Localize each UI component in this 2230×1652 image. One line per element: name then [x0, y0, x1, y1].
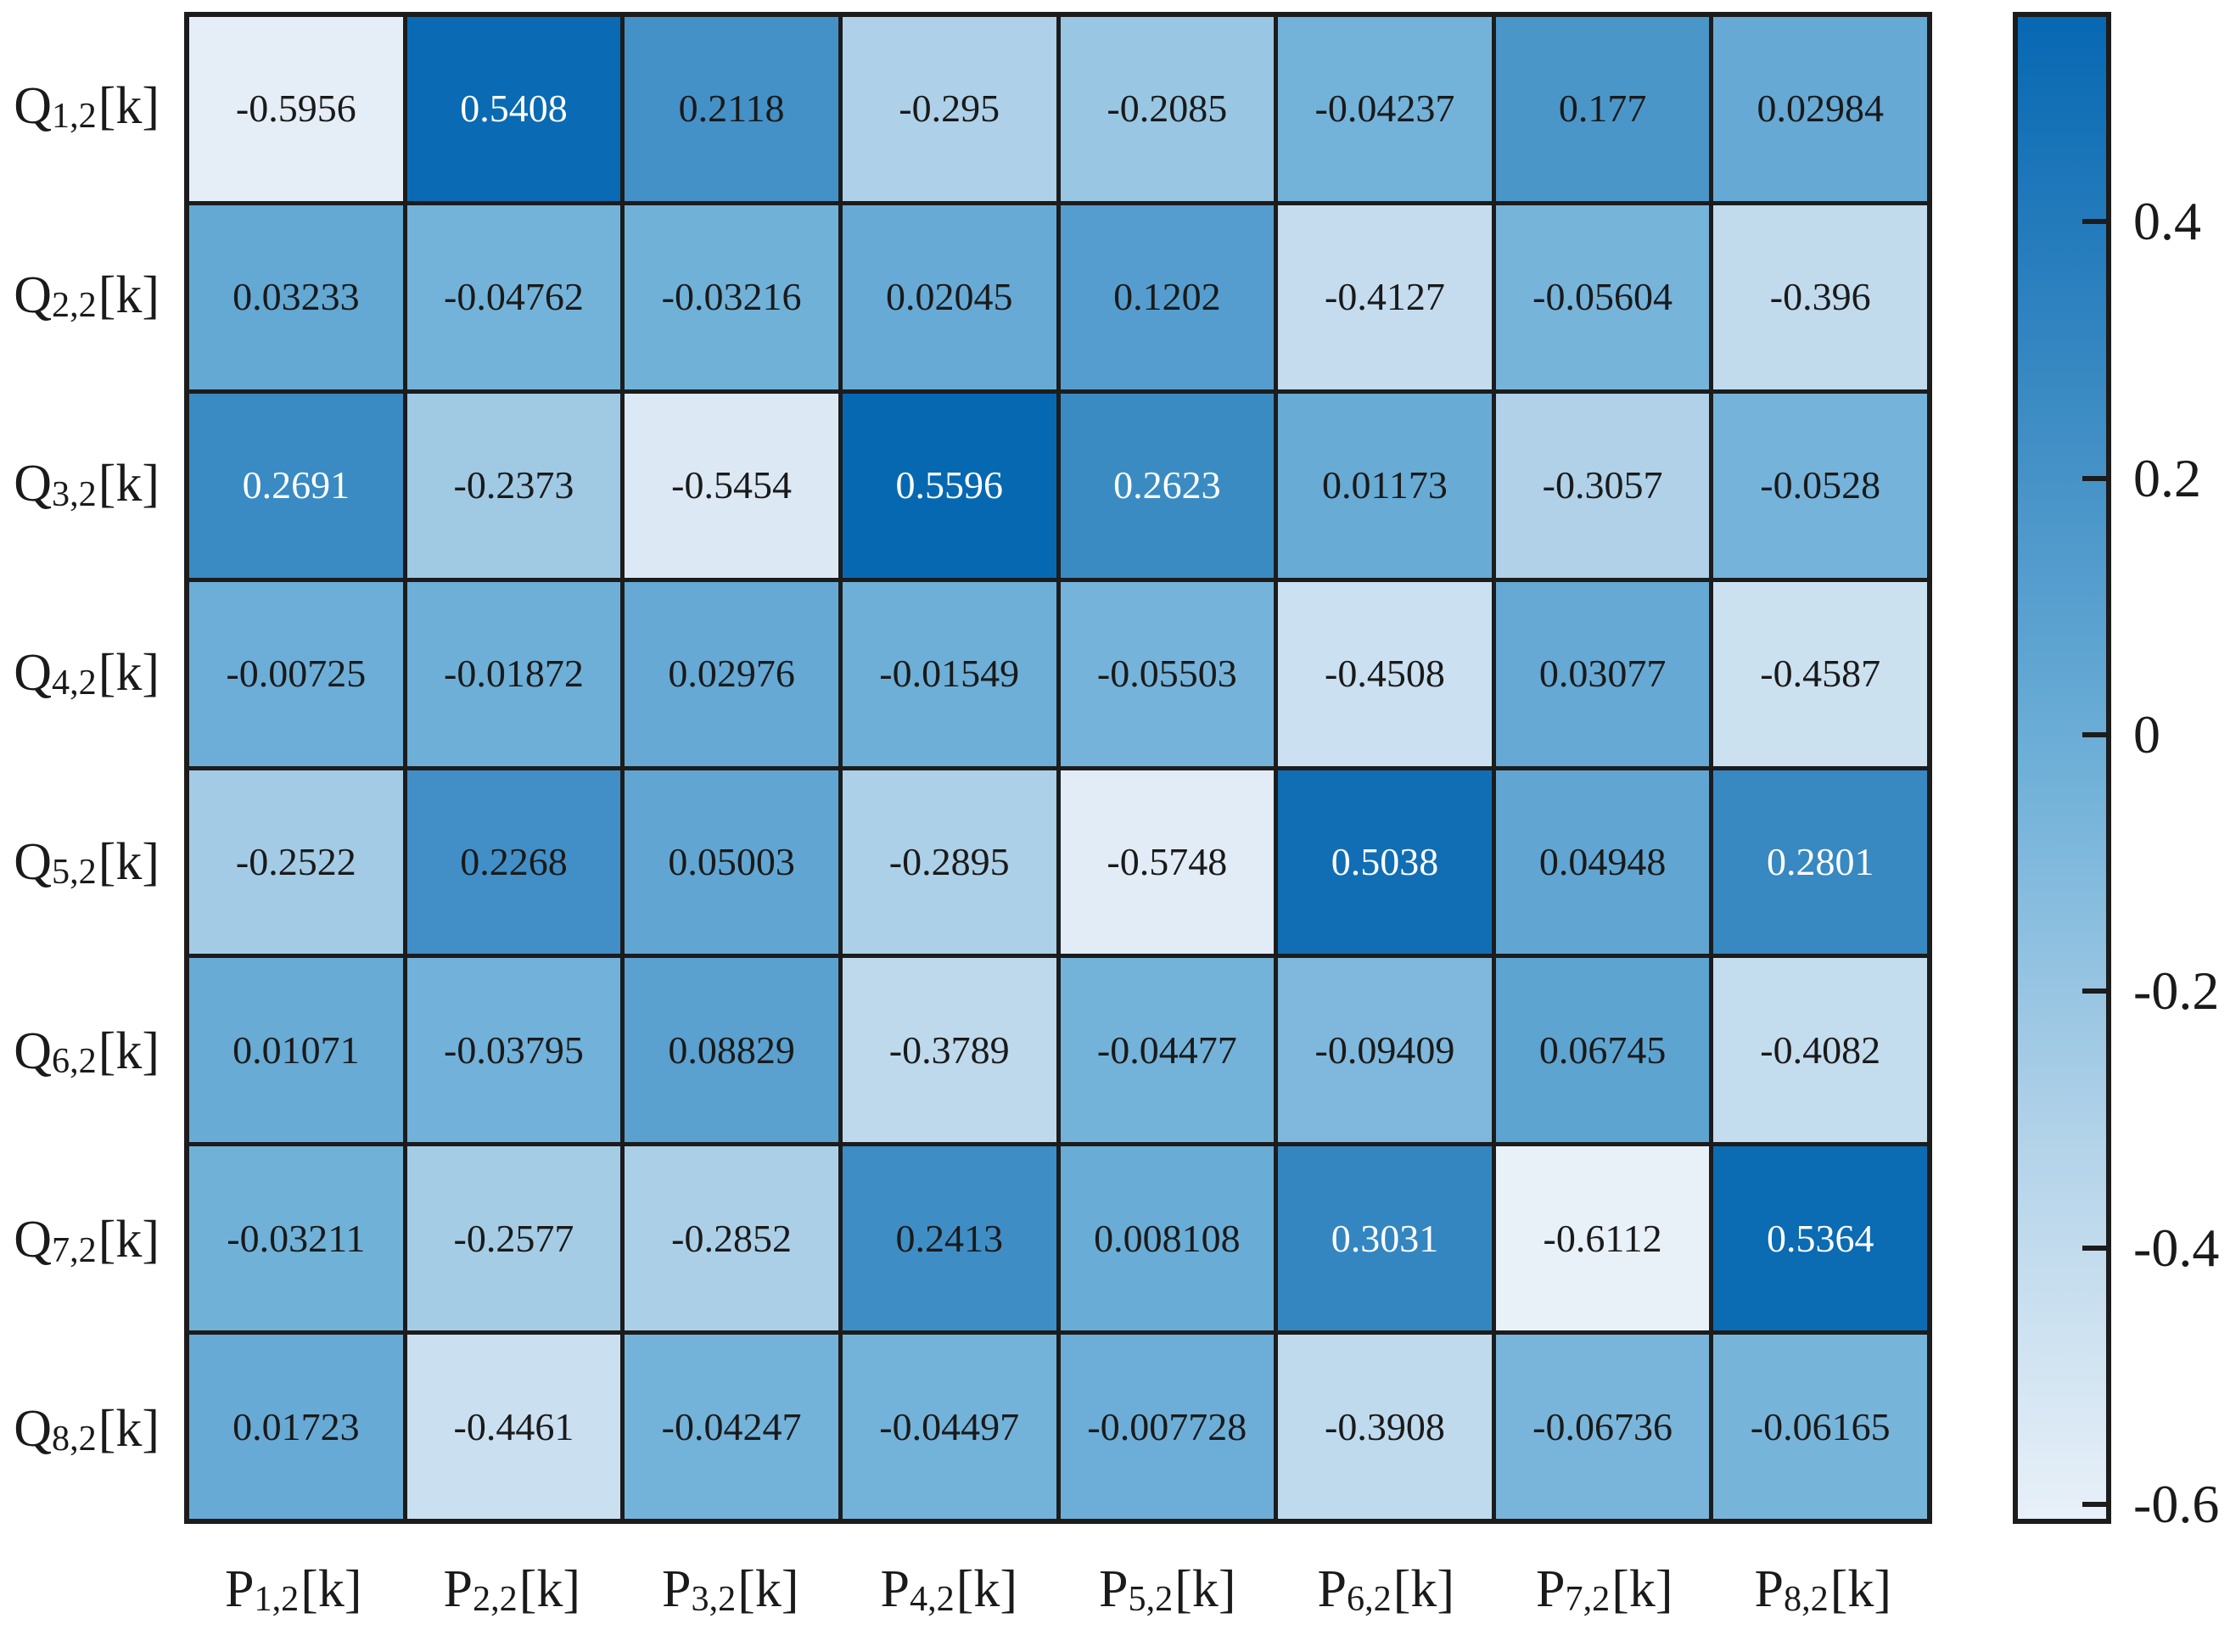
- colorbar: [2013, 12, 2111, 1524]
- heatmap-cell: -0.2085: [1060, 17, 1275, 201]
- colorbar-tick: [2082, 988, 2106, 994]
- heatmap-cell: 0.02045: [842, 204, 1056, 389]
- heatmap-cell: -0.06165: [1713, 1335, 1927, 1519]
- heatmap-cell: -0.01872: [406, 581, 621, 766]
- axis-label: Q 5,2 [k]: [14, 832, 160, 893]
- heatmap-cell: -0.04247: [625, 1335, 838, 1519]
- axis-label: Q 1,2 [k]: [14, 76, 160, 137]
- heatmap-cell: -0.2522: [189, 770, 403, 955]
- heatmap-grid: -0.5956 0.5408 0.2118 -0.295 -0.2085 -0.04237…: [184, 12, 1932, 1524]
- heatmap-cell: 0.5408: [406, 17, 621, 201]
- colorbar-tick: [2082, 1245, 2106, 1251]
- heatmap-cell: 0.08829: [625, 958, 838, 1143]
- heatmap-cell: 0.2268: [406, 770, 621, 955]
- heatmap-cell: -0.4508: [1278, 581, 1492, 766]
- heatmap-cell: -0.4587: [1713, 581, 1927, 766]
- colorbar-gradient: [2018, 17, 2106, 1519]
- heatmap-cell: -0.6112: [1495, 1146, 1710, 1331]
- heatmap-cell: 0.5364: [1713, 1146, 1927, 1331]
- heatmap-cell: -0.007728: [1060, 1335, 1275, 1519]
- x-axis-col-labels: P 1,2 [k] P 2,2 [k] P 3,2 [k] P 4,2 [k] P 5,2 [k] P 6,2[…: [184, 1534, 1932, 1644]
- heatmap-cell: -0.2852: [625, 1146, 838, 1331]
- heatmap-cell: 0.5596: [842, 393, 1056, 578]
- colorbar-tick-label: -0.6: [2133, 1474, 2220, 1535]
- heatmap-cell: -0.5454: [625, 393, 838, 578]
- heatmap-cell: 0.02976: [625, 581, 838, 766]
- heatmap-cell: -0.03216: [625, 204, 838, 389]
- axis-label: Q 8,2 [k]: [14, 1400, 160, 1459]
- heatmap-cell: 0.1202: [1060, 204, 1275, 389]
- heatmap-cell: 0.2691: [189, 393, 403, 578]
- heatmap-cell: -0.4082: [1713, 958, 1927, 1143]
- heatmap-cell: 0.008108: [1060, 1146, 1275, 1331]
- axis-label: P 5,2 [k]: [1099, 1560, 1236, 1619]
- heatmap-cell: -0.5956: [189, 17, 403, 201]
- colorbar-tick: [2082, 219, 2106, 225]
- colorbar-tick-label: -0.4: [2133, 1217, 2220, 1278]
- heatmap-cell: -0.05503: [1060, 581, 1275, 766]
- heatmap-cell: 0.03077: [1495, 581, 1710, 766]
- colorbar-tick: [2082, 475, 2106, 481]
- colorbar-tick-labels: 0.4 0.2 0 -0.2 -0.4 -0.6: [2133, 17, 2228, 1534]
- heatmap-cell: 0.2413: [842, 1146, 1056, 1331]
- heatmap-cell: -0.04237: [1278, 17, 1492, 201]
- heatmap-cell: -0.4461: [406, 1335, 621, 1519]
- heatmap-cell: -0.3789: [842, 958, 1056, 1143]
- heatmap-cell: -0.04497: [842, 1335, 1056, 1519]
- heatmap-cell: 0.01723: [189, 1335, 403, 1519]
- heatmap-cell: -0.4127: [1278, 204, 1492, 389]
- axis-label: Q 2,2 [k]: [14, 266, 160, 325]
- heatmap-cell: 0.5038: [1278, 770, 1492, 955]
- heatmap-cell: -0.05604: [1495, 204, 1710, 389]
- axis-label: P 6,2 [k]: [1317, 1560, 1454, 1619]
- heatmap-cell: -0.5748: [1060, 770, 1275, 955]
- heatmap-cell: -0.04762: [406, 204, 621, 389]
- heatmap-cell: -0.3057: [1495, 393, 1710, 578]
- heatmap-cell: 0.01071: [189, 958, 403, 1143]
- axis-label: Q 6,2 [k]: [14, 1022, 160, 1081]
- heatmap-cell: 0.2623: [1060, 393, 1275, 578]
- heatmap-cell: -0.03211: [189, 1146, 403, 1331]
- heatmap-cell: -0.2577: [406, 1146, 621, 1331]
- heatmap-cell: 0.02984: [1713, 17, 1927, 201]
- axis-label: P 2,2 [k]: [443, 1560, 580, 1619]
- heatmap-cell: 0.2118: [625, 17, 838, 201]
- axis-label: P 1,2 [k]: [225, 1560, 362, 1619]
- colorbar-tick-label: -0.2: [2133, 960, 2220, 1022]
- colorbar-tick-label: 0.2: [2133, 447, 2201, 508]
- colorbar-tick-label: 0.4: [2133, 191, 2201, 252]
- heatmap-cell: -0.295: [842, 17, 1056, 201]
- colorbar-tick: [2082, 1502, 2106, 1508]
- heatmap-cell: -0.04477: [1060, 958, 1275, 1143]
- heatmap-cell: -0.2895: [842, 770, 1056, 955]
- heatmap-cell: 0.2801: [1713, 770, 1927, 955]
- colorbar-tick: [2082, 731, 2106, 737]
- heatmap-cell: 0.01173: [1278, 393, 1492, 578]
- heatmap-cell: -0.3908: [1278, 1335, 1492, 1519]
- heatmap-cell: 0.3031: [1278, 1146, 1492, 1331]
- heatmap-cell: 0.06745: [1495, 958, 1710, 1143]
- axis-label: P 8,2 [k]: [1754, 1560, 1891, 1619]
- axis-label: Q 7,2 [k]: [14, 1211, 160, 1270]
- heatmap-cell: -0.396: [1713, 204, 1927, 389]
- axis-label: P 7,2 [k]: [1536, 1560, 1673, 1619]
- axis-label: P 3,2 [k]: [662, 1560, 799, 1619]
- heatmap-cell: 0.177: [1495, 17, 1710, 201]
- heatmap-cell: -0.09409: [1278, 958, 1492, 1143]
- heatmap-cell: -0.0528: [1713, 393, 1927, 578]
- heatmap-cell: -0.03795: [406, 958, 621, 1143]
- y-axis-row-labels: Q 1,2 [k] Q 2,2 [k] Q 3,2 [k] Q 4,2 [k] Q 5,2 [k] Q 6,2[…: [0, 12, 171, 1524]
- axis-label: Q 3,2 [k]: [14, 455, 160, 514]
- heatmap-cell: 0.04948: [1495, 770, 1710, 955]
- heatmap-cell: -0.00725: [189, 581, 403, 766]
- axis-label: P 4,2 [k]: [880, 1560, 1017, 1619]
- colorbar-tick-label: 0: [2133, 703, 2160, 764]
- heatmap-cell: -0.06736: [1495, 1335, 1710, 1519]
- axis-label: Q 4,2 [k]: [14, 644, 160, 703]
- heatmap-cell: 0.03233: [189, 204, 403, 389]
- heatmap-cell: -0.2373: [406, 393, 621, 578]
- heatmap-cell: -0.01549: [842, 581, 1056, 766]
- heatmap-cell: 0.05003: [625, 770, 838, 955]
